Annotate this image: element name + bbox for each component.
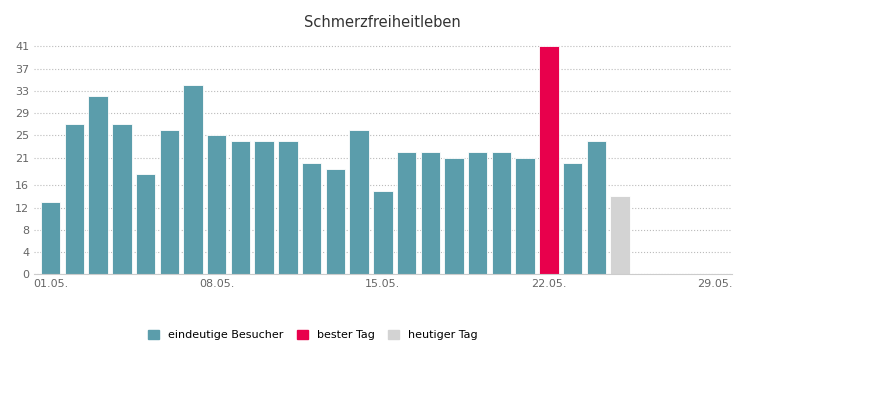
Bar bbox=[183, 85, 202, 274]
Bar bbox=[230, 141, 250, 274]
Bar bbox=[491, 152, 511, 274]
Bar bbox=[89, 96, 108, 274]
Bar bbox=[64, 124, 84, 274]
Bar bbox=[41, 202, 60, 274]
Bar bbox=[255, 141, 274, 274]
Bar bbox=[349, 130, 368, 274]
Bar bbox=[136, 174, 156, 274]
Bar bbox=[609, 196, 629, 274]
Bar bbox=[302, 163, 321, 274]
Bar bbox=[207, 135, 226, 274]
Bar bbox=[539, 46, 558, 274]
Bar bbox=[325, 169, 345, 274]
Legend: eindeutige Besucher, bester Tag, heutiger Tag: eindeutige Besucher, bester Tag, heutige… bbox=[148, 330, 477, 340]
Bar bbox=[112, 124, 131, 274]
Bar bbox=[373, 191, 392, 274]
Bar bbox=[586, 141, 606, 274]
Bar bbox=[514, 158, 534, 274]
Title: Schmerzfreiheitleben: Schmerzfreiheitleben bbox=[304, 15, 461, 30]
Bar bbox=[278, 141, 297, 274]
Bar bbox=[396, 152, 415, 274]
Bar bbox=[468, 152, 487, 274]
Bar bbox=[562, 163, 581, 274]
Bar bbox=[444, 158, 463, 274]
Bar bbox=[420, 152, 440, 274]
Bar bbox=[159, 130, 179, 274]
